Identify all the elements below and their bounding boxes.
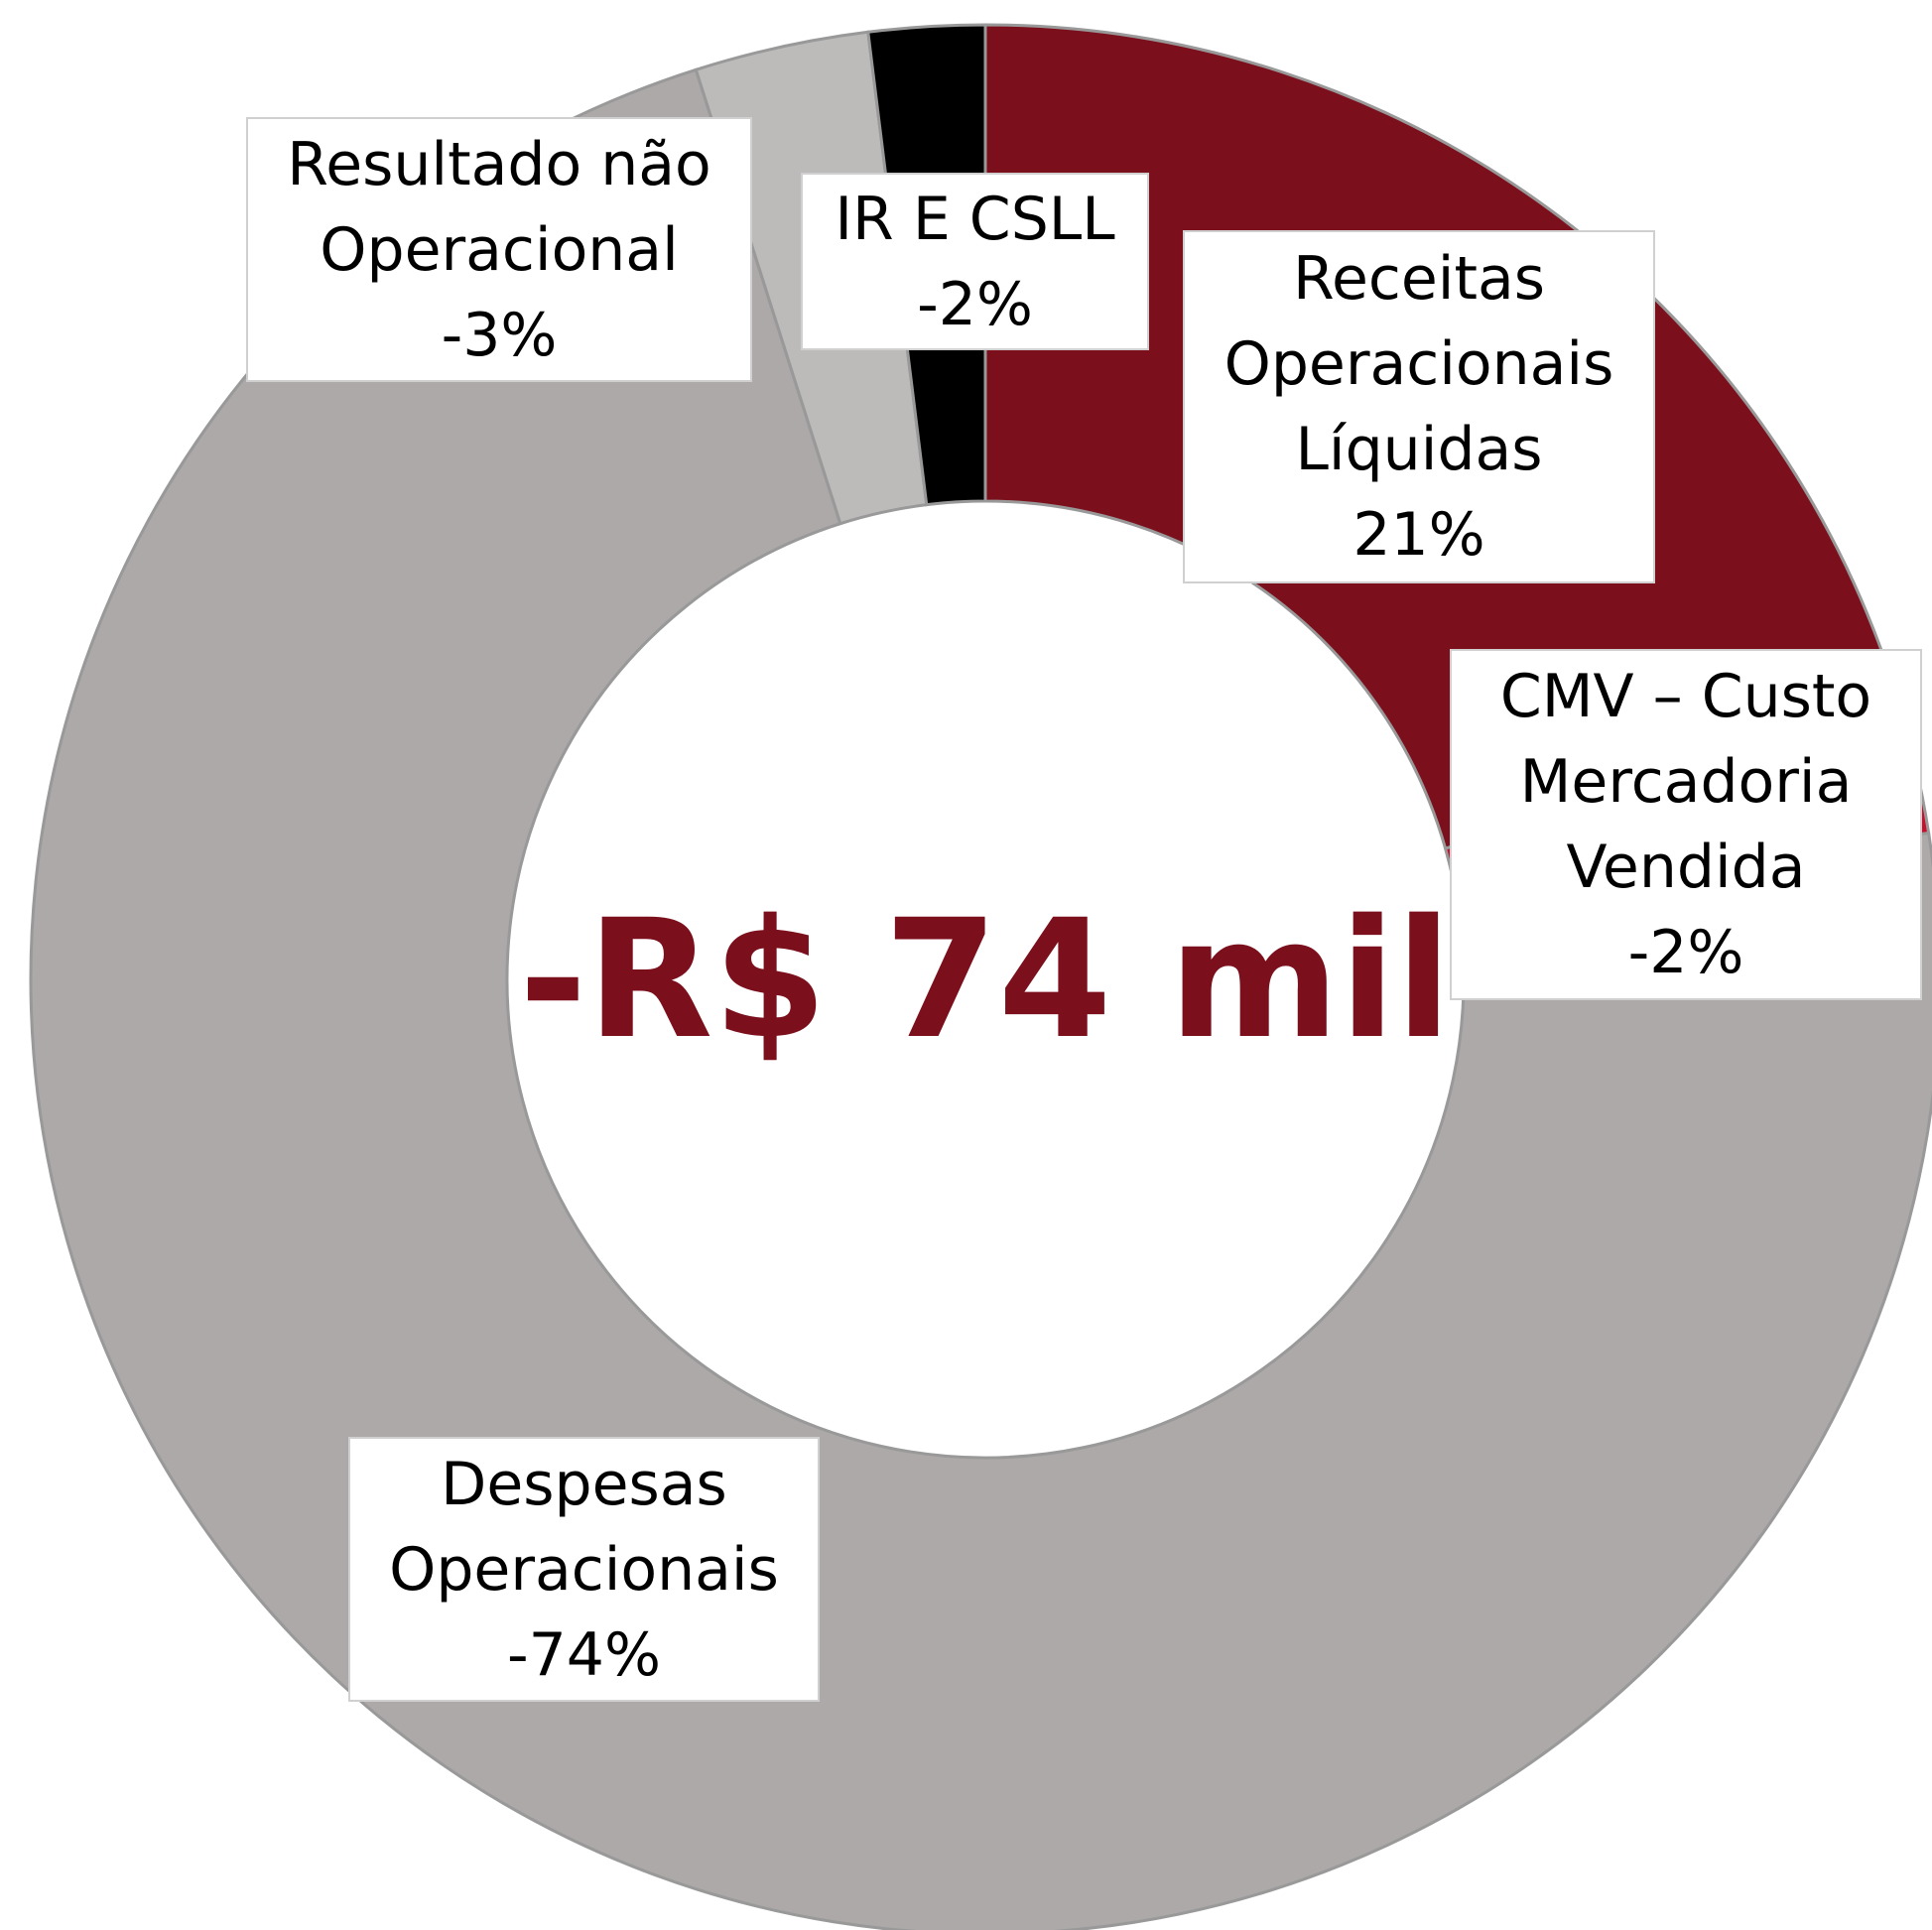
- label-name: IR E CSLL: [835, 184, 1115, 254]
- label-value: -2%: [917, 269, 1033, 339]
- label-value: -3%: [441, 300, 558, 370]
- data-label: Resultado não Operacional -3%: [246, 117, 752, 382]
- data-label: Receitas Operacionais Líquidas 21%: [1183, 230, 1655, 583]
- data-label: IR E CSLL -2%: [801, 173, 1149, 350]
- data-label: Despesas Operacionais -74%: [348, 1437, 820, 1702]
- data-label: CMV – Custo Mercadoria Vendida -2%: [1450, 649, 1922, 1000]
- label-value: 21%: [1352, 500, 1485, 570]
- label-value: -2%: [1627, 918, 1744, 987]
- label-value: -74%: [506, 1619, 661, 1690]
- label-name: Receitas Operacionais Líquidas: [1224, 244, 1614, 484]
- label-name: CMV – Custo Mercadoria Vendida: [1499, 662, 1872, 902]
- label-name: Resultado não Operacional: [287, 129, 711, 285]
- label-name: Despesas Operacionais: [389, 1449, 779, 1605]
- center-label: -R$ 74 mil: [519, 884, 1452, 1075]
